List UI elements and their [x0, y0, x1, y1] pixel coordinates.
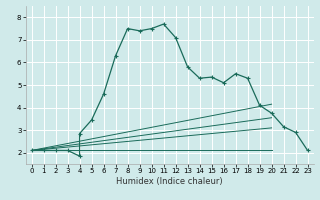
X-axis label: Humidex (Indice chaleur): Humidex (Indice chaleur)	[116, 177, 223, 186]
